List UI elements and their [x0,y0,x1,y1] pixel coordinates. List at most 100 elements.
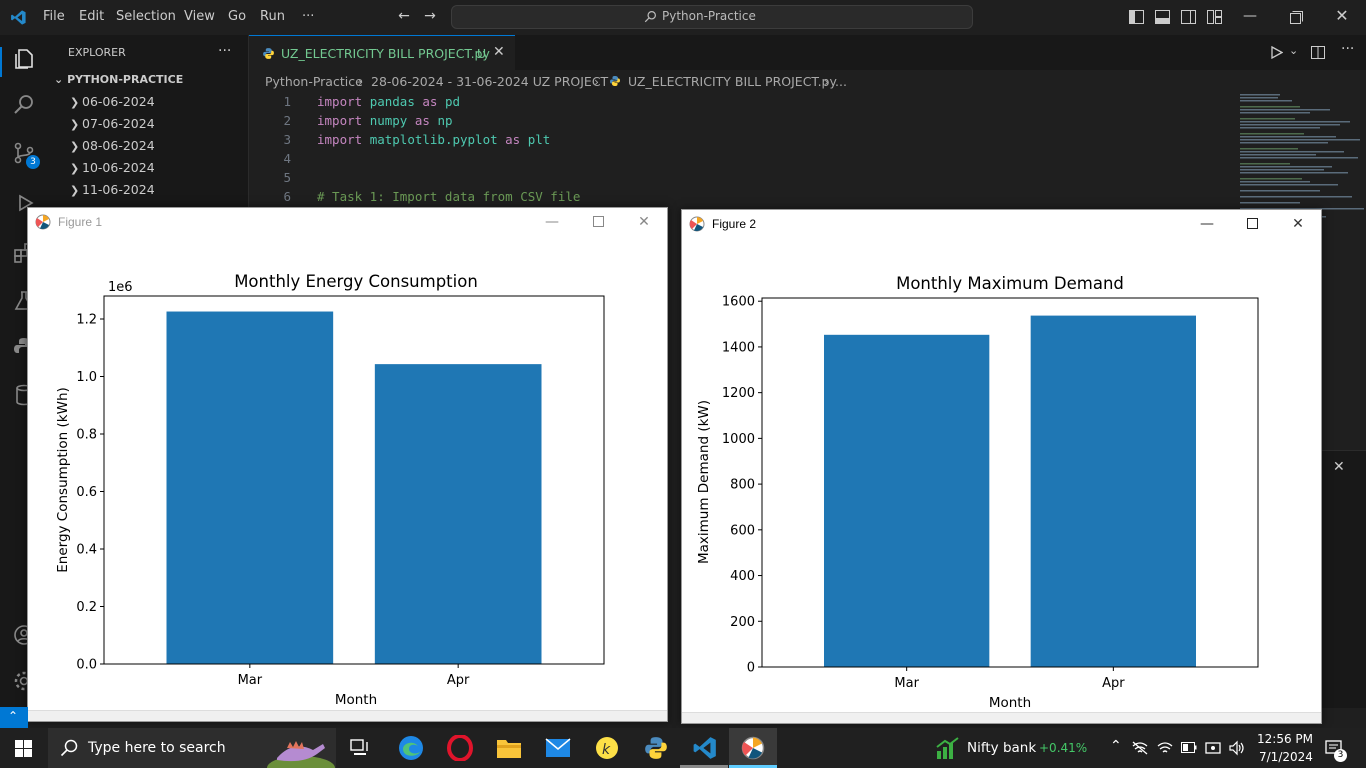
matplotlib-logo-icon [35,214,51,230]
y-offset-label: 1e6 [108,280,133,295]
tab-close-icon[interactable]: ✕ [493,44,505,60]
search-icon [60,739,78,757]
y-tick-label: 800 [730,478,755,493]
vscode-taskbar-icon[interactable] [692,735,718,761]
clock-time[interactable]: 12:56 PM [1257,732,1313,746]
run-file-icon[interactable] [1271,46,1283,59]
device-sync-icon[interactable] [1205,740,1221,756]
mail-icon[interactable] [545,736,571,760]
matplotlib-taskbar-button[interactable] [729,728,777,768]
source-control-icon[interactable] [12,141,36,165]
toggle-secondary-sidebar-icon[interactable] [1181,10,1196,24]
run-dropdown-icon[interactable]: ⌄ [1289,44,1299,57]
active-indicator [729,765,777,768]
module-name: matplotlib.pyplot [369,132,498,147]
toggle-panel-icon[interactable] [1155,10,1170,24]
back-arrow-icon[interactable]: ← [398,8,410,24]
task-view-icon[interactable] [350,739,370,757]
run-debug-icon[interactable] [12,191,36,215]
chart-bar [1030,315,1196,667]
wifi-icon[interactable] [1157,741,1173,755]
volume-icon[interactable] [1229,740,1245,756]
minimize-icon[interactable]: — [1200,216,1214,232]
network-off-icon[interactable] [1132,741,1148,755]
line-number: 3 [283,132,291,147]
tree-item-folder[interactable]: ❯ 06-06-2024 [70,94,155,109]
minimize-icon[interactable]: — [1243,8,1257,24]
command-center-search[interactable]: Python-Practice [451,5,973,29]
customize-layout-icon[interactable] [1207,10,1222,24]
menu-run[interactable]: Run [260,9,285,24]
matplotlib-logo-icon [741,736,765,760]
y-tick-label: 1.0 [76,370,97,385]
toggle-sidebar-icon[interactable] [1129,10,1144,24]
menu-file[interactable]: File [43,9,65,24]
code-line[interactable]: import matplotlib.pyplot as plt [317,132,550,147]
code-line[interactable]: import numpy as np [317,113,453,128]
file-explorer-icon[interactable] [496,736,522,760]
breadcrumb-folder[interactable]: 28-06-2024 - 31-06-2024 UZ PROJECT [371,74,609,89]
maximize-icon[interactable] [1247,218,1258,229]
chart-bar [824,334,990,667]
menu-edit[interactable]: Edit [79,9,105,24]
close-icon[interactable]: ✕ [638,214,650,230]
close-icon[interactable]: ✕ [1335,6,1349,25]
code-line[interactable]: import pandas as pd [317,94,460,109]
chevron-right-icon: ❯ [70,184,80,197]
maximize-icon[interactable] [593,216,604,227]
line-number: 6 [283,189,291,204]
breadcrumb-file[interactable]: UZ_ELECTRICITY BILL PROJECT.py [628,74,837,89]
chevron-right-icon: ❯ [70,118,80,131]
breadcrumb-more[interactable]: ... [835,74,847,89]
clock-date[interactable]: 7/1/2024 [1259,750,1313,764]
y-tick-label: 0.8 [76,428,97,443]
menu-selection[interactable]: Selection [116,9,176,24]
tab-electricity-bill[interactable]: UZ_ELECTRICITY BILL PROJECT.py U ✕ [249,35,515,71]
battery-icon[interactable] [1181,742,1197,753]
explorer-more-button[interactable]: ··· [218,43,232,59]
forward-arrow-icon[interactable]: → [424,8,436,24]
notification-icon[interactable] [1325,739,1343,757]
edge-browser-icon[interactable] [398,735,424,761]
remote-indicator[interactable]: ⌃ [0,707,28,728]
testing-icon[interactable] [12,289,36,313]
minimap[interactable] [1238,92,1366,232]
close-icon[interactable]: ✕ [1292,216,1304,232]
minimize-icon[interactable]: — [545,214,559,230]
explorer-icon[interactable] [12,47,36,71]
windows-start-icon[interactable] [15,740,32,757]
plot-frame [761,297,1259,668]
restore-icon[interactable] [1290,11,1303,24]
tree-item-folder[interactable]: ❯ 08-06-2024 [70,138,155,153]
chart-bar [166,311,334,664]
running-indicator [680,765,728,768]
tree-item-folder[interactable]: ❯ 11-06-2024 [70,182,155,197]
chevron-up-icon[interactable]: ⌃ [1110,738,1122,754]
python-app-icon[interactable] [643,735,669,761]
menu-more[interactable]: ··· [302,9,315,24]
figure-2-toolbar [682,712,1321,723]
search-icon [644,11,656,23]
menu-go[interactable]: Go [228,9,247,24]
keyword: as [505,132,521,147]
split-editor-icon[interactable] [1311,46,1325,59]
chevron-right-icon: › [358,74,363,89]
editor-more-icon[interactable]: ··· [1341,41,1355,57]
idle-python-icon[interactable]: k [594,735,620,761]
breadcrumb-root[interactable]: Python-Practice [265,74,363,89]
breadcrumb: Python-Practice › 28-06-2024 - 31-06-202… [249,70,1366,92]
tree-item-folder[interactable]: ❯ 10-06-2024 [70,160,155,175]
taskbar-search[interactable]: Type here to search [48,728,336,768]
tree-item-label: 06-06-2024 [82,94,155,109]
menu-view[interactable]: View [184,9,215,24]
panel-close-icon[interactable]: ✕ [1333,459,1345,475]
workspace-folder[interactable]: ⌄ PYTHON-PRACTICE [54,73,183,86]
chart-title: Monthly Energy Consumption [234,272,478,291]
python-icon[interactable] [12,335,36,359]
stock-name[interactable]: Nifty bank [967,740,1037,756]
code-comment[interactable]: # Task 1: Import data from CSV file [317,189,581,204]
opera-browser-icon[interactable] [447,735,473,761]
search-view-icon[interactable] [12,93,36,117]
y-tick-label: 1.2 [76,313,97,328]
tree-item-folder[interactable]: ❯ 07-06-2024 [70,116,155,131]
